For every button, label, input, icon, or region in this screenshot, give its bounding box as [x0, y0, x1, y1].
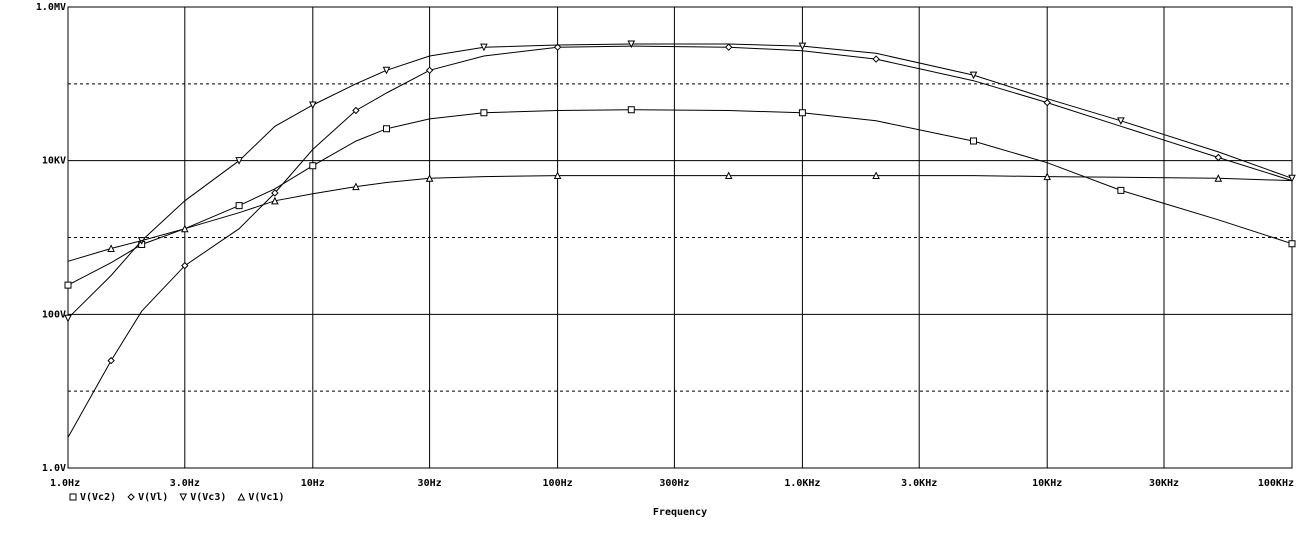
- legend-label: V(Vl): [138, 492, 168, 503]
- x-tick-label: 1.0Hz: [50, 478, 80, 489]
- series-marker: [627, 40, 636, 49]
- series-line: [67, 45, 1293, 438]
- y-tick-label: 100V: [42, 309, 66, 320]
- x-tick-label: 3.0KHz: [901, 478, 937, 489]
- series-marker: [969, 71, 978, 80]
- series-marker: [627, 106, 635, 114]
- series-line: [67, 43, 1293, 319]
- series-marker: [1288, 174, 1296, 183]
- series-marker: [480, 43, 488, 52]
- y-tick-label: 1.0MV: [36, 2, 66, 13]
- legend-marker: [237, 492, 246, 501]
- series-marker: [1214, 153, 1223, 162]
- series-marker: [107, 356, 115, 365]
- series-marker: [1043, 172, 1052, 181]
- legend-label: V(Vc1): [248, 492, 284, 503]
- series-marker: [308, 101, 317, 110]
- x-tick-label: 300Hz: [659, 478, 689, 489]
- series-marker: [352, 182, 360, 191]
- x-tick-label: 100KHz: [1258, 478, 1294, 489]
- series-marker: [1117, 186, 1125, 194]
- series-marker: [798, 42, 807, 51]
- series-marker: [271, 189, 279, 197]
- x-tick-label: 100Hz: [543, 478, 573, 489]
- x-tick-label: 10KHz: [1032, 478, 1062, 489]
- series-marker: [235, 157, 243, 165]
- series-marker: [235, 202, 243, 210]
- series-marker: [425, 174, 434, 182]
- x-axis-label: Frequency: [653, 507, 707, 518]
- series-marker: [309, 162, 317, 170]
- legend-label: V(Vc2): [80, 492, 116, 503]
- legend-marker: [179, 493, 188, 502]
- series-marker: [1117, 117, 1125, 125]
- series-marker: [480, 109, 488, 117]
- series-marker: [970, 137, 978, 145]
- series-marker: [352, 106, 360, 115]
- y-tick-label: 1.0V: [42, 463, 66, 474]
- plot-frame: [67, 6, 1293, 469]
- legend-marker: [69, 493, 77, 501]
- series-marker: [724, 171, 733, 180]
- series-marker: [725, 43, 733, 51]
- series-marker: [872, 171, 880, 180]
- legend-label: V(Vc3): [190, 492, 226, 503]
- x-tick-label: 10Hz: [301, 478, 325, 489]
- x-tick-label: 3.0Hz: [170, 478, 200, 489]
- series-marker: [64, 281, 72, 289]
- series-marker: [1043, 98, 1051, 107]
- y-tick-label: 10KV: [42, 156, 66, 167]
- series-marker: [553, 171, 562, 180]
- series-marker: [271, 196, 279, 205]
- series-marker: [553, 43, 562, 51]
- series-marker: [1214, 174, 1223, 182]
- series-marker: [382, 66, 391, 75]
- series-marker: [425, 66, 434, 75]
- series-marker: [872, 55, 880, 63]
- series-marker: [1288, 240, 1296, 248]
- series-line: [67, 109, 1293, 286]
- series-marker: [382, 125, 390, 133]
- series-line: [67, 175, 1293, 262]
- series-marker: [798, 109, 806, 117]
- x-tick-label: 30KHz: [1149, 478, 1179, 489]
- x-tick-label: 1.0KHz: [784, 478, 820, 489]
- legend-marker: [127, 493, 135, 501]
- x-tick-label: 30Hz: [418, 478, 442, 489]
- series-marker: [180, 224, 189, 233]
- series-marker: [181, 261, 189, 270]
- series-marker: [64, 314, 72, 323]
- series-marker: [107, 244, 115, 252]
